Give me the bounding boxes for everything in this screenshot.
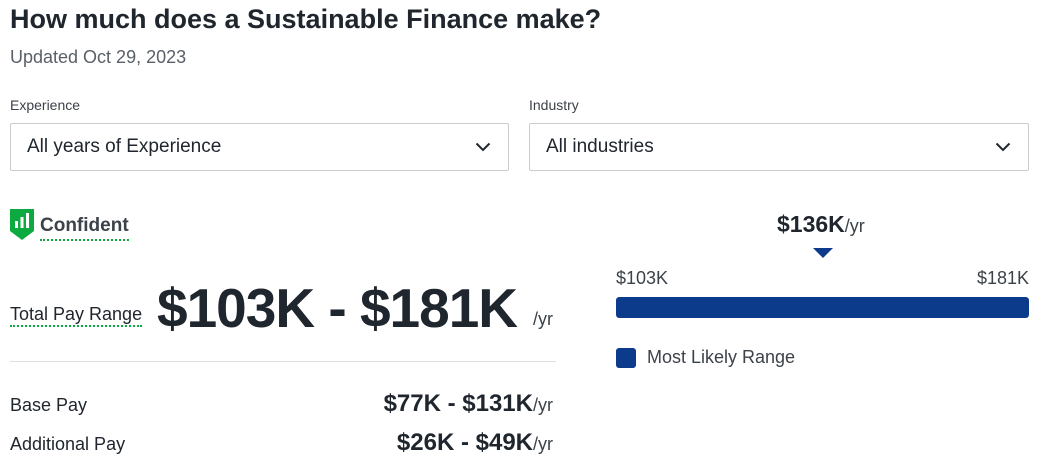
updated-date: Updated Oct 29, 2023 xyxy=(10,47,187,67)
median-pay-unit: /yr xyxy=(844,216,865,236)
additional-pay-label: Additional Pay xyxy=(10,434,126,454)
additional-pay-value: $26K - $49K xyxy=(396,429,533,456)
experience-label: Experience xyxy=(10,97,81,113)
industry-select[interactable]: All industries xyxy=(529,123,1029,171)
industry-label: Industry xyxy=(529,97,579,113)
signal-shield-icon xyxy=(10,208,34,240)
legend-label: Most Likely Range xyxy=(647,347,796,367)
base-pay-unit: /yr xyxy=(533,395,553,415)
experience-select-value: All years of Experience xyxy=(27,136,222,157)
range-high-label: $181K xyxy=(976,268,1029,288)
median-pay: $136K/yr xyxy=(777,211,865,238)
legend: Most Likely Range xyxy=(616,347,795,368)
total-pay-unit: /yr xyxy=(533,309,553,329)
base-pay-value: $77K - $131K xyxy=(383,390,533,417)
pay-range-bar xyxy=(616,297,1029,318)
experience-select[interactable]: All years of Experience xyxy=(10,123,509,171)
median-pointer xyxy=(813,248,833,258)
base-pay-label: Base Pay xyxy=(10,395,88,415)
range-low-label: $103K xyxy=(616,268,669,288)
confidence-label[interactable]: Confident xyxy=(40,214,129,241)
total-pay-range-value: $103K - $181K xyxy=(157,277,518,339)
total-pay-range-label[interactable]: Total Pay Range xyxy=(10,303,143,327)
industry-select-value: All industries xyxy=(546,136,654,157)
confidence-indicator[interactable]: Confident xyxy=(10,208,129,241)
legend-swatch xyxy=(616,347,636,368)
chevron-down-icon xyxy=(474,138,492,156)
page-title: How much does a Sustainable Finance make… xyxy=(10,4,602,34)
chevron-down-icon xyxy=(994,138,1012,156)
most-likely-range-fill xyxy=(616,297,1029,318)
additional-pay-unit: /yr xyxy=(533,434,553,454)
median-pay-value: $136K xyxy=(777,211,845,237)
divider xyxy=(10,361,556,362)
